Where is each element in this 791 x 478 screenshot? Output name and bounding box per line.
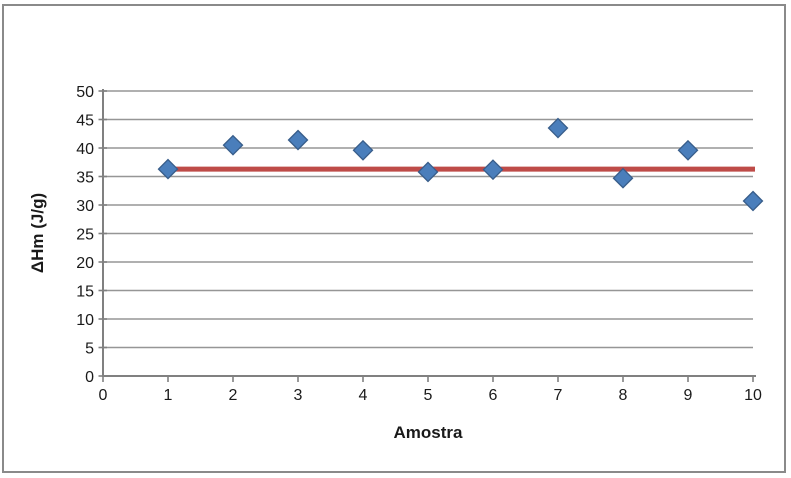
y-tick-label: 35 (76, 170, 94, 187)
y-tick-label: 20 (76, 255, 94, 272)
x-axis-title: Amostra (393, 423, 463, 442)
y-tick-label: 30 (76, 198, 94, 215)
x-tick-label: 4 (359, 387, 368, 404)
x-tick-label: 2 (229, 387, 238, 404)
x-tick-label: 10 (744, 387, 762, 404)
y-tick-label: 10 (76, 312, 94, 329)
x-tick-label: 8 (619, 387, 628, 404)
data-point-diamond (742, 190, 764, 212)
data-point-diamond (352, 139, 374, 161)
data-point-diamond (417, 161, 439, 183)
x-tick-label: 1 (164, 387, 173, 404)
x-tick-label: 0 (99, 387, 108, 404)
y-tick-label: 25 (76, 227, 94, 244)
y-tick-label: 15 (76, 284, 94, 301)
y-tick-label: 45 (76, 113, 94, 130)
data-point-diamond (547, 117, 569, 139)
y-tick-label: 5 (85, 341, 94, 358)
x-tick-label: 7 (554, 387, 563, 404)
y-axis-title: ΔHm (J/g) (28, 192, 47, 274)
x-tick-label: 6 (489, 387, 498, 404)
data-point-diamond (222, 134, 244, 156)
data-point-diamond (612, 167, 634, 189)
y-tick-label: 50 (76, 84, 94, 101)
y-tick-label: 40 (76, 141, 94, 158)
x-tick-label: 5 (424, 387, 433, 404)
data-point-diamond (677, 139, 699, 161)
data-point-diamond (157, 158, 179, 180)
data-point-diamond (287, 129, 309, 151)
data-point-diamond (482, 159, 504, 181)
x-tick-label: 9 (684, 387, 693, 404)
y-tick-label: 0 (85, 369, 94, 386)
x-tick-label: 3 (294, 387, 303, 404)
chart-frame (2, 4, 786, 473)
